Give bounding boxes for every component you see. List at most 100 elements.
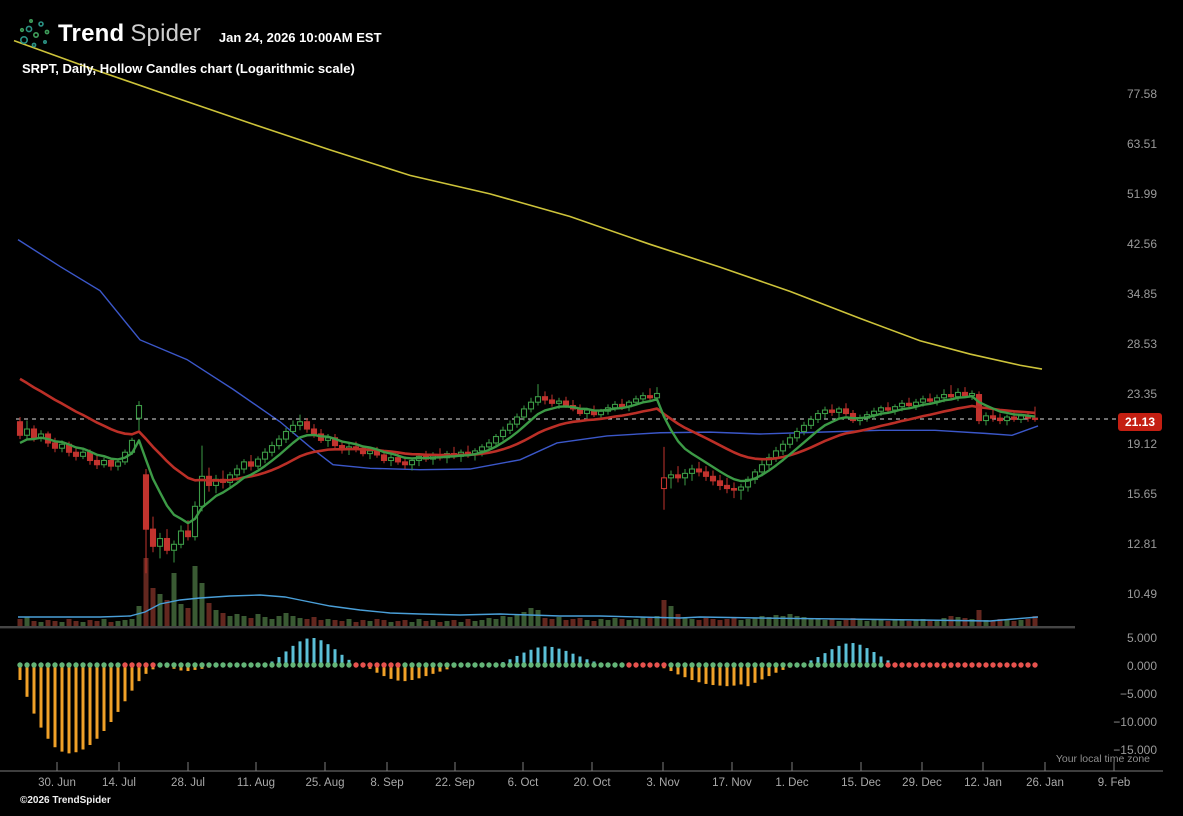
volume-bar [192, 566, 198, 628]
oscillator-dot [731, 662, 737, 668]
oscillator-dot [465, 662, 471, 668]
oscillator-dot [598, 662, 604, 668]
candle-body [79, 451, 87, 457]
candle-body [513, 416, 521, 425]
time-axis-label: 15. Dec [841, 777, 881, 789]
candle-body [716, 480, 724, 486]
volume-bar [157, 594, 163, 628]
candle-body [387, 457, 395, 462]
volume-bar [654, 616, 660, 628]
volume-bar [668, 606, 674, 628]
price-axis-label: 12.81 [1126, 537, 1157, 552]
oscillator-dot [997, 662, 1003, 668]
oscillator-dot [983, 662, 989, 668]
volume-bar [591, 621, 597, 628]
candle-body [492, 435, 500, 444]
volume-bar [346, 619, 352, 628]
logo-text-trend[interactable]: Trend [58, 20, 125, 47]
oscillator-dot [871, 662, 877, 668]
oscillator-dot [815, 662, 821, 668]
oscillator-dot [969, 662, 975, 668]
volume-bar [633, 619, 639, 628]
oscillator-dot [17, 662, 23, 668]
trendspider-logo-icon[interactable] [14, 14, 52, 54]
volume-bar [94, 621, 100, 628]
oscillator-dot [514, 662, 520, 668]
oscillator-dot [269, 662, 275, 668]
volume-bar [689, 619, 695, 628]
volume-bar [1018, 620, 1024, 628]
volume-bar [416, 619, 422, 628]
volume-bar [143, 558, 149, 628]
volume-bar [465, 619, 471, 628]
candle-body [1017, 415, 1025, 420]
volume-bar [381, 620, 387, 628]
volume-bar [255, 614, 261, 628]
candle-body [527, 401, 535, 410]
oscillator-dot [479, 662, 485, 668]
oscillator-dot [927, 662, 933, 668]
candle-body [989, 415, 997, 419]
candle-body [695, 468, 703, 473]
candle-body [163, 537, 171, 551]
candle-body [653, 392, 661, 399]
price-axis-label: 10.49 [1126, 587, 1157, 602]
volume-bar [528, 608, 534, 628]
oscillator-dot [682, 662, 688, 668]
oscillator-dot [976, 662, 982, 668]
candle-body [842, 408, 850, 415]
volume-bar [647, 618, 653, 628]
volume-bar [864, 621, 870, 628]
candle-body [807, 418, 815, 426]
oscillator-dot [227, 662, 233, 668]
candle-body [30, 428, 38, 439]
oscillator-dot [283, 662, 289, 668]
candle-body [520, 408, 528, 418]
oscillator-dot [360, 662, 366, 668]
candle-body [394, 457, 402, 463]
volume-bar [815, 619, 821, 628]
oscillator-dot [1032, 662, 1038, 668]
oscillator-dot [724, 662, 730, 668]
oscillator-dot [647, 662, 653, 668]
price-axis-label: 34.85 [1126, 286, 1157, 301]
oscillator-dot [962, 662, 968, 668]
app-header: Trend Spider Jan 24, 2026 10:00AM EST [14, 14, 382, 54]
volume-bar [458, 622, 464, 628]
oscillator-dot [262, 662, 268, 668]
oscillator-dot [948, 662, 954, 668]
pane-divider [0, 626, 1075, 629]
volume-bar [290, 616, 296, 628]
candle-body [478, 446, 486, 452]
oscillator-dot [185, 662, 191, 668]
candle-body [93, 459, 101, 466]
time-axis-label: 20. Oct [573, 777, 611, 789]
oscillator-dot [626, 662, 632, 668]
candle-body [632, 398, 640, 403]
oscillator-dot [619, 662, 625, 668]
volume-bar [703, 618, 709, 628]
candle-body [114, 461, 122, 467]
candle-body [16, 421, 24, 436]
logo-text-spider[interactable]: Spider [130, 20, 201, 47]
oscillator-dot [808, 662, 814, 668]
oscillator-dot [339, 662, 345, 668]
oscillator-dot [801, 662, 807, 668]
oscillator-dot [171, 662, 177, 668]
volume-bar [521, 612, 527, 628]
volume-bar [549, 619, 555, 628]
oscillator-dot [738, 662, 744, 668]
candle-body [23, 428, 31, 436]
volume-bar [129, 619, 135, 628]
volume-bar [402, 620, 408, 628]
oscillator-dot [388, 662, 394, 668]
oscillator-dot [563, 662, 569, 668]
oscillator-dot [661, 662, 667, 668]
volume-bar [507, 617, 513, 628]
volume-bar [878, 620, 884, 628]
volume-bar [885, 621, 891, 628]
timezone-note[interactable]: Your local time zone [1055, 753, 1150, 765]
chart-title: SRPT, Daily, Hollow Candles chart (Logar… [22, 61, 355, 76]
chart-datetime: Jan 24, 2026 10:00AM EST [218, 29, 382, 45]
